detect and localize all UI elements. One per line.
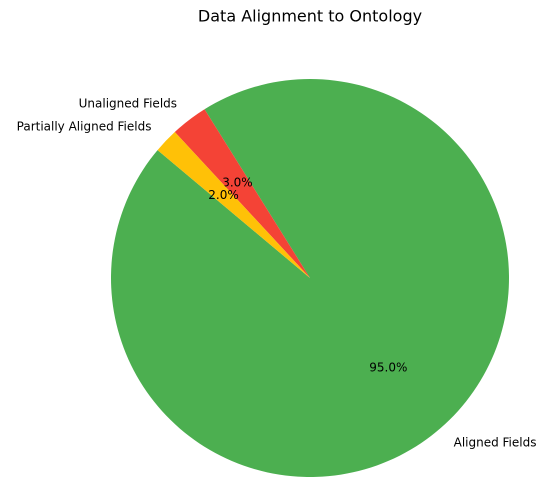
slice-label: Partially Aligned Fields	[17, 120, 152, 134]
slice-label: Unaligned Fields	[79, 97, 177, 111]
percent-label: 2.0%	[208, 188, 239, 202]
slice-label: Aligned Fields	[454, 436, 537, 450]
percent-label: 3.0%	[222, 176, 253, 190]
percent-label: 95.0%	[369, 361, 407, 375]
pie-slice	[111, 78, 510, 477]
pie-slice	[157, 131, 310, 278]
chart-title: Data Alignment to Ontology	[198, 7, 422, 26]
pie-slice	[174, 109, 310, 278]
